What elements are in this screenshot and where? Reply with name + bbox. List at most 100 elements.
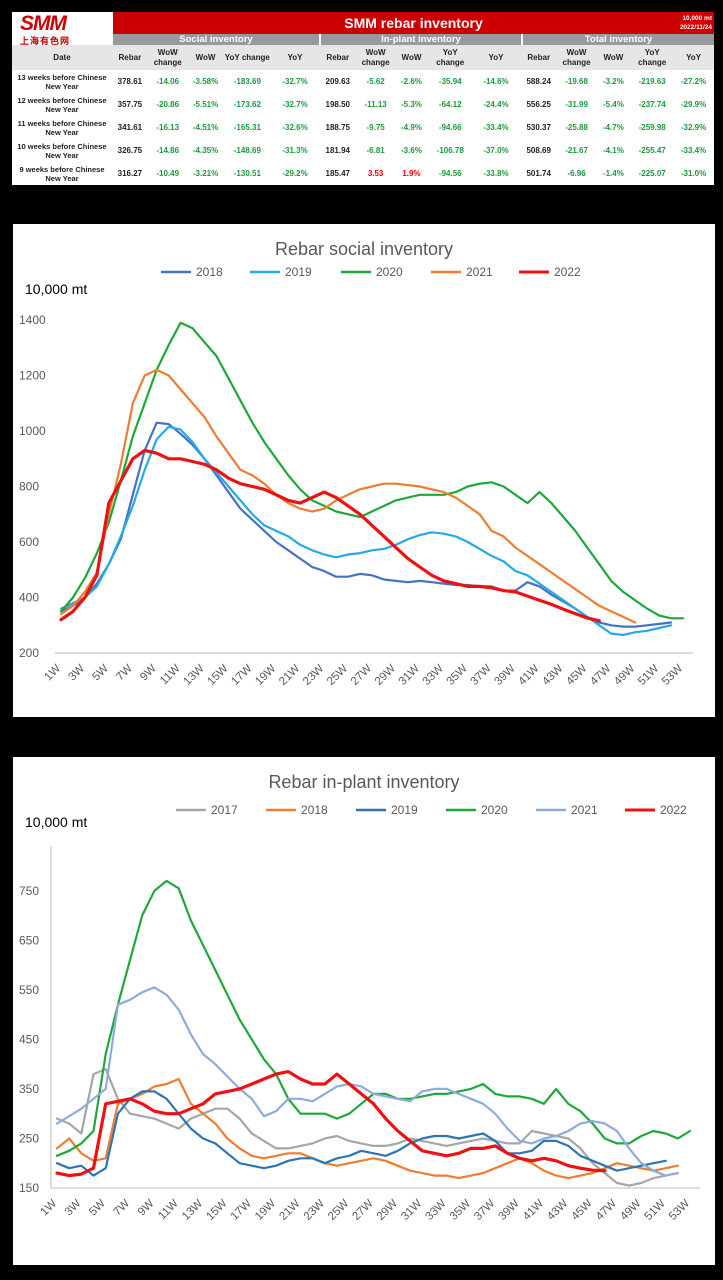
report-date: 2022/11/24 — [679, 24, 712, 31]
table-cell: -1.4% — [602, 169, 624, 178]
table-cell: -31.0% — [680, 169, 707, 178]
x-tick-label: 5W — [90, 663, 111, 684]
column-header: YoY change — [223, 45, 272, 70]
column-header: Rebar — [318, 45, 357, 70]
y-tick-label: 1000 — [19, 424, 46, 438]
group-in-plant-inventory: In-plant inventory — [321, 34, 521, 45]
table-cell: -4.51% — [192, 123, 219, 132]
x-tick-label: 15W — [204, 1198, 229, 1223]
table-cell: -2.6% — [401, 77, 422, 86]
x-tick-label: 21W — [277, 663, 302, 688]
table-cell: -3.21% — [192, 169, 219, 178]
table-row: 9 weeks before Chinese New Year 316.27 -10… — [12, 162, 714, 185]
x-tick-label: 3W — [66, 663, 87, 684]
series-line-2017 — [55, 1068, 679, 1187]
table-cell: -183.69 — [233, 77, 261, 86]
legend-label: 2019 — [391, 803, 418, 817]
table-cell: -25.88 — [565, 123, 588, 132]
x-tick-label: 41W — [521, 1198, 546, 1223]
table-cell: -9.75 — [366, 123, 385, 132]
column-header: YoY — [472, 45, 520, 70]
x-tick-label: 49W — [612, 663, 637, 688]
social-inventory-svg: Rebar social inventory 10,000 mt 2018 2019 2… — [19, 239, 693, 688]
inventory-table: Date Rebar WoW change WoW YoY change YoY Rebar… — [12, 45, 714, 185]
y-axis-unit-label: 10,000 mt — [25, 814, 87, 830]
column-header: Rebar — [519, 45, 558, 70]
table-cell: -11.13 — [364, 100, 387, 109]
table-cell: 530.37 — [526, 123, 551, 132]
table-cell: -5.62 — [366, 77, 385, 86]
table-cell: -6.96 — [567, 169, 586, 178]
row-date: 11 weeks before Chinese New Year — [17, 118, 107, 137]
table-cell: -10.49 — [156, 169, 180, 178]
table-cell: 181.94 — [325, 146, 350, 155]
y-tick-label: 550 — [19, 983, 39, 997]
table-cell: 198.50 — [325, 100, 350, 109]
y-tick-label: 750 — [19, 884, 39, 898]
x-tick-label: 25W — [326, 1198, 351, 1223]
series-line-2022 — [55, 1070, 607, 1178]
x-tick-label: 29W — [375, 1198, 400, 1223]
table-cell: -37.0% — [483, 146, 509, 155]
x-tick-label: 45W — [570, 1198, 595, 1223]
x-tick-label: 35W — [448, 1198, 473, 1223]
table-cell: 341.61 — [117, 123, 143, 132]
table-cell: 588.24 — [526, 77, 551, 86]
legend-label: 2020 — [376, 265, 403, 279]
table-cell: -3.2% — [602, 77, 624, 86]
x-tick-label: 31W — [397, 663, 422, 688]
x-tick-label: 43W — [545, 1198, 570, 1223]
social-inventory-chart: Rebar social inventory 10,000 mt 2018 2019 2… — [13, 224, 715, 717]
series-line-2022 — [59, 448, 601, 623]
x-tick-label: 51W — [636, 663, 661, 688]
x-tick-label: 39W — [496, 1198, 521, 1223]
series-line-2020 — [59, 321, 685, 620]
table-cell: -130.51 — [233, 169, 261, 178]
table-title: SMM rebar inventory — [113, 12, 714, 34]
column-header: YoY change — [428, 45, 473, 70]
column-header: YoY change — [631, 45, 674, 70]
table-cell: -259.98 — [638, 123, 666, 132]
x-tick-label: 35W — [445, 663, 470, 688]
table-cell: -173.62 — [233, 100, 261, 109]
table-cell: -148.69 — [233, 146, 261, 155]
legend-label: 2018 — [196, 265, 223, 279]
table-cell: -29.9% — [680, 100, 707, 109]
x-tick-label: 11W — [156, 1198, 181, 1223]
x-tick-label: 15W — [205, 663, 230, 688]
table-cell: -33.4% — [680, 146, 707, 155]
table-cell: 188.75 — [325, 123, 350, 132]
table-cell: -19.68 — [565, 77, 588, 86]
x-tick-label: 3W — [63, 1198, 84, 1219]
y-tick-label: 650 — [19, 933, 39, 947]
smm-logo: SMM 上海有色网 — [14, 12, 114, 46]
x-tick-label: 13W — [181, 663, 206, 688]
table-cell: 357.75 — [117, 100, 143, 109]
x-tick-label: 45W — [564, 663, 589, 688]
legend-label: 2018 — [301, 803, 328, 817]
y-tick-label: 150 — [19, 1181, 39, 1195]
series-line-2021 — [55, 986, 679, 1177]
x-tick-label: 51W — [643, 1198, 668, 1223]
chart-title: Rebar social inventory — [275, 239, 453, 259]
table-cell: -4.1% — [602, 146, 624, 155]
table-cell: -31.3% — [282, 146, 308, 155]
y-tick-label: 450 — [19, 1032, 39, 1046]
in-plant-inventory-chart: Rebar in-plant inventory 10,000 mt 2017 201… — [13, 757, 715, 1265]
x-tick-label: 27W — [350, 1198, 375, 1223]
table-cell: 501.74 — [526, 169, 551, 178]
x-tick-label: 41W — [516, 663, 541, 688]
legend-label: 2021 — [571, 803, 598, 817]
x-tick-label: 7W — [114, 663, 135, 684]
row-date: 9 weeks before Chinese New Year — [19, 164, 105, 183]
table-cell: -165.31 — [233, 123, 261, 132]
logo-mark: SMM — [20, 12, 67, 35]
x-tick-label: 11W — [158, 663, 183, 688]
x-tick-label: 21W — [277, 1198, 302, 1223]
table-cell: -14.06 — [156, 77, 180, 86]
x-tick-label: 29W — [373, 663, 398, 688]
row-date: 12 weeks before Chinese New Year — [17, 95, 107, 114]
table-cell: -5.4% — [602, 100, 624, 109]
unit-label: 10,000 mt — [682, 15, 712, 22]
table-row: 12 weeks before Chinese New Year 357.75 -2… — [12, 93, 714, 116]
